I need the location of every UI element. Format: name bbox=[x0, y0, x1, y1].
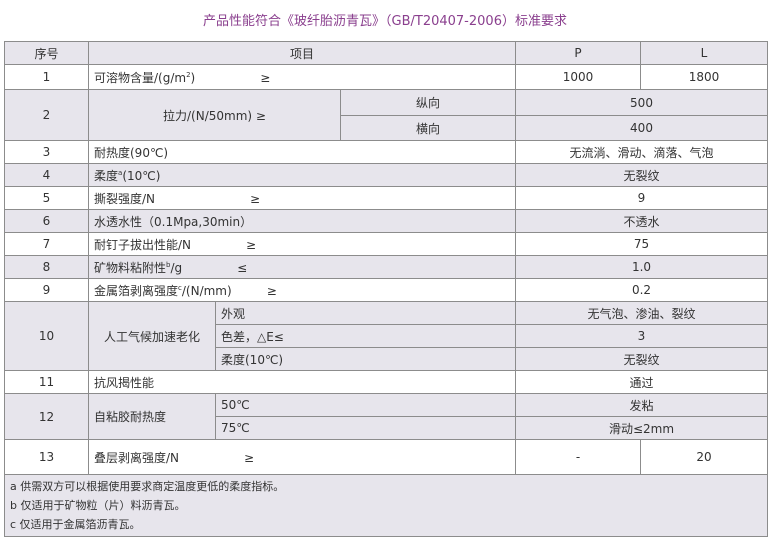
note-c: c 仅适用于金属箔沥青瓦。 bbox=[10, 518, 141, 531]
row-value: 无裂纹 bbox=[515, 347, 768, 371]
header-p: P bbox=[515, 41, 641, 65]
row-item: 耐热度(90℃) bbox=[88, 140, 516, 164]
table-row: 9 金属箔剥离强度c/(N/mm) ≥ 0.2 bbox=[4, 278, 768, 302]
row-seq: 9 bbox=[4, 278, 89, 302]
row-seq: 6 bbox=[4, 209, 89, 233]
table-header: 序号 项目 P L bbox=[4, 41, 768, 65]
row-value: 发粘 bbox=[515, 393, 768, 417]
row-value: 0.2 bbox=[515, 278, 768, 302]
row-p: - bbox=[515, 439, 641, 475]
row-subitem: 横向 bbox=[340, 115, 516, 141]
row-item: 拉力/(N/50mm) ≥ bbox=[88, 89, 341, 141]
standards-table: 序号 项目 P L 1 可溶物含量/(g/m2) ≥ 1000 1800 2 拉力… bbox=[4, 41, 768, 537]
row-seq: 7 bbox=[4, 232, 89, 256]
table-row: 5 撕裂强度/N ≥ 9 bbox=[4, 186, 768, 210]
row-item: 矿物料粘附性b/g ≤ bbox=[88, 255, 516, 279]
header-l: L bbox=[640, 41, 768, 65]
row-value: 滑动≤2mm bbox=[515, 416, 768, 440]
row-seq: 13 bbox=[4, 439, 89, 475]
row-value: 75 bbox=[515, 232, 768, 256]
row-item: 人工气候加速老化 bbox=[88, 301, 216, 371]
table-row: 12 自粘胶耐热度 50℃ 发粘 bbox=[4, 393, 768, 440]
row-item: 可溶物含量/(g/m2) ≥ bbox=[88, 64, 516, 90]
row-seq: 4 bbox=[4, 163, 89, 187]
row-subitem: 色差，△E≤ bbox=[215, 324, 516, 348]
table-row: 3 耐热度(90℃) 无流淌、滑动、滴落、气泡 bbox=[4, 140, 768, 164]
row-seq: 3 bbox=[4, 140, 89, 164]
row-p: 1000 bbox=[515, 64, 641, 90]
row-item: 叠层剥离强度/N ≥ bbox=[88, 439, 516, 475]
row-seq: 2 bbox=[4, 89, 89, 141]
row-item: 金属箔剥离强度c/(N/mm) ≥ bbox=[88, 278, 516, 302]
table-row: 2 拉力/(N/50mm) ≥ 纵向 500 bbox=[4, 89, 768, 141]
table-row: 13 叠层剥离强度/N ≥ - 20 bbox=[4, 439, 768, 475]
table-row: 10 人工气候加速老化 外观 无气泡、渗油、裂纹 bbox=[4, 301, 768, 371]
row-subitem: 50℃ bbox=[215, 393, 516, 417]
row-seq: 5 bbox=[4, 186, 89, 210]
row-seq: 11 bbox=[4, 370, 89, 394]
row-value: 无裂纹 bbox=[515, 163, 768, 187]
row-l: 20 bbox=[640, 439, 768, 475]
note-a: a 供需双方可以根据使用要求商定温度更低的柔度指标。 bbox=[10, 480, 285, 493]
table-row: 6 水透水性（0.1Mpa,30min） 不透水 bbox=[4, 209, 768, 233]
row-seq: 10 bbox=[4, 301, 89, 371]
header-seq: 序号 bbox=[4, 41, 89, 65]
row-value: 9 bbox=[515, 186, 768, 210]
row-item: 自粘胶耐热度 bbox=[88, 393, 216, 440]
row-subitem: 纵向 bbox=[340, 89, 516, 116]
row-value: 3 bbox=[515, 324, 768, 348]
row-value: 400 bbox=[515, 115, 768, 141]
page-title: 产品性能符合《玻纤胎沥青瓦》（GB/T20407-2006）标准要求 bbox=[203, 14, 567, 29]
row-subitem: 外观 bbox=[215, 301, 516, 325]
row-item: 水透水性（0.1Mpa,30min） bbox=[88, 209, 516, 233]
table-row: 8 矿物料粘附性b/g ≤ 1.0 bbox=[4, 255, 768, 279]
row-value: 无气泡、渗油、裂纹 bbox=[515, 301, 768, 325]
row-value: 500 bbox=[515, 89, 768, 116]
table-row: 色差，△E≤ 3 bbox=[5, 324, 768, 348]
row-value: 不透水 bbox=[515, 209, 768, 233]
table-row: 11 抗风揭性能 通过 bbox=[4, 370, 768, 394]
row-subitem: 75℃ bbox=[215, 416, 516, 440]
table-notes: a 供需双方可以根据使用要求商定温度更低的柔度指标。 b 仅适用于矿物粒（片）料… bbox=[4, 474, 768, 537]
row-seq: 12 bbox=[4, 393, 89, 440]
row-item: 柔度a(10℃) bbox=[88, 163, 516, 187]
row-value: 无流淌、滑动、滴落、气泡 bbox=[515, 140, 768, 164]
row-item: 撕裂强度/N ≥ bbox=[88, 186, 516, 210]
row-item: 抗风揭性能 bbox=[88, 370, 516, 394]
row-seq: 1 bbox=[4, 64, 89, 90]
table-row: 1 可溶物含量/(g/m2) ≥ 1000 1800 bbox=[4, 64, 768, 90]
row-value: 1.0 bbox=[515, 255, 768, 279]
row-seq: 8 bbox=[4, 255, 89, 279]
row-value: 通过 bbox=[515, 370, 768, 394]
row-item: 耐钉子拔出性能/N ≥ bbox=[88, 232, 516, 256]
note-b: b 仅适用于矿物粒（片）料沥青瓦。 bbox=[10, 499, 186, 512]
row-l: 1800 bbox=[640, 64, 768, 90]
table-row: 7 耐钉子拔出性能/N ≥ 75 bbox=[4, 232, 768, 256]
table-row: 横向 400 bbox=[5, 115, 768, 141]
table-row: 4 柔度a(10℃) 无裂纹 bbox=[4, 163, 768, 187]
row-subitem: 柔度(10℃) bbox=[215, 347, 516, 371]
header-item: 项目 bbox=[88, 41, 516, 65]
table-row: 75℃ 滑动≤2mm bbox=[5, 416, 768, 440]
table-row: 柔度(10℃) 无裂纹 bbox=[5, 347, 768, 371]
